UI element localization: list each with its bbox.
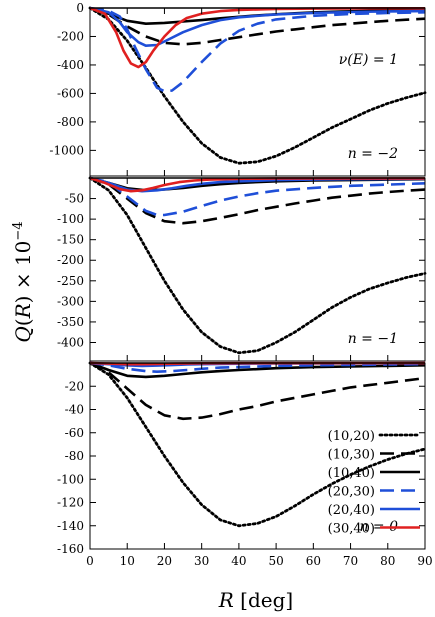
y-tick-label: -200: [57, 253, 84, 267]
annotation-n: n = 0: [359, 519, 398, 535]
x-axis-label: R [deg]: [218, 588, 293, 612]
series-line-10-20: [88, 6, 427, 165]
panel-frame: [89, 7, 426, 177]
legend-label: (10,30): [328, 448, 375, 463]
x-tick-label: 90: [417, 554, 432, 568]
annotation-n: n = −2: [348, 146, 398, 162]
legend-label: (20,30): [328, 485, 375, 500]
y-tick-label: -100: [57, 212, 84, 226]
y-tick-label: 0: [76, 1, 84, 15]
legend-entry: (10,30): [328, 448, 420, 463]
x-tick-label: 0: [86, 554, 94, 568]
y-tick-label: -120: [57, 496, 84, 510]
legend-label: (20,40): [328, 503, 375, 518]
x-tick-label: 40: [231, 554, 246, 568]
annotation-nu: ν(E) = 1: [339, 52, 398, 68]
series-line-30-40: [89, 6, 426, 69]
series-line-10-20: [88, 361, 427, 528]
y-tick-label: -200: [57, 29, 84, 43]
y-tick-label: -160: [57, 542, 84, 556]
y-tick-label: -60: [65, 426, 84, 440]
x-tick-label: 30: [194, 554, 209, 568]
panel-2: -50 -100 -150 -200 -250 -300 -350 -400 n = −1: [57, 176, 427, 362]
y-tick-label: -800: [57, 115, 84, 129]
legend: (10,20) (10,30) (10,40) (20,30) (20,40) (30,4…: [328, 429, 422, 537]
legend-entry: (10,20): [328, 429, 422, 444]
series-line-10-30: [89, 6, 426, 46]
series-line-10-30: [89, 361, 426, 421]
y-tick-label: -600: [57, 86, 84, 100]
y-tick-label: -40: [65, 403, 84, 417]
legend-entry: (20,40): [328, 503, 420, 518]
y-tick-label: -20: [65, 379, 84, 393]
x-tick-label: 80: [380, 554, 395, 568]
legend-entry: (10,40): [328, 466, 420, 481]
series-line-20-40: [89, 6, 426, 47]
y-tick-label: -350: [57, 315, 84, 329]
y-tick-label: -250: [57, 274, 84, 288]
x-tick-label: 50: [268, 554, 283, 568]
legend-label: (10,40): [328, 466, 375, 481]
y-tick-label: -300: [57, 294, 84, 308]
y-tick-label: -100: [57, 472, 84, 486]
series-line-10-40: [89, 361, 426, 379]
panel-3: -20 -40 -60 -80 -100 -120 -140 -160 n = 0 0 10 20 30…: [57, 361, 433, 568]
legend-entry: (30,40): [328, 522, 420, 537]
y-tick-label: -400: [57, 58, 84, 72]
series-line-20-30: [89, 176, 426, 217]
y-tick-label: -140: [57, 519, 84, 533]
x-tick-label: 20: [157, 554, 172, 568]
y-tick-label: -400: [57, 335, 84, 349]
y-axis-label: Q(R) × 10−4: [11, 221, 35, 342]
y-tick-label: -150: [57, 233, 84, 247]
panel-1: 0 -200 -400 -600 -800 -1000 ν(E) = 1 n = −2: [49, 1, 427, 177]
series-line-10-30: [89, 176, 426, 225]
legend-label: (10,20): [328, 429, 375, 444]
x-tick-label: 70: [343, 554, 358, 568]
y-tick-label: -1000: [49, 143, 84, 157]
x-tick-label: 10: [120, 554, 135, 568]
series-line-10-20: [88, 176, 427, 355]
legend-label: (30,40): [328, 522, 375, 537]
series-line-20-30: [89, 6, 426, 93]
panel-frame: [89, 177, 426, 362]
annotation-n: n = −1: [348, 331, 398, 347]
y-tick-label: -80: [65, 449, 84, 463]
y-tick-label: -50: [65, 192, 84, 206]
legend-entry: (20,30): [328, 485, 420, 500]
x-tick-label: 60: [306, 554, 321, 568]
